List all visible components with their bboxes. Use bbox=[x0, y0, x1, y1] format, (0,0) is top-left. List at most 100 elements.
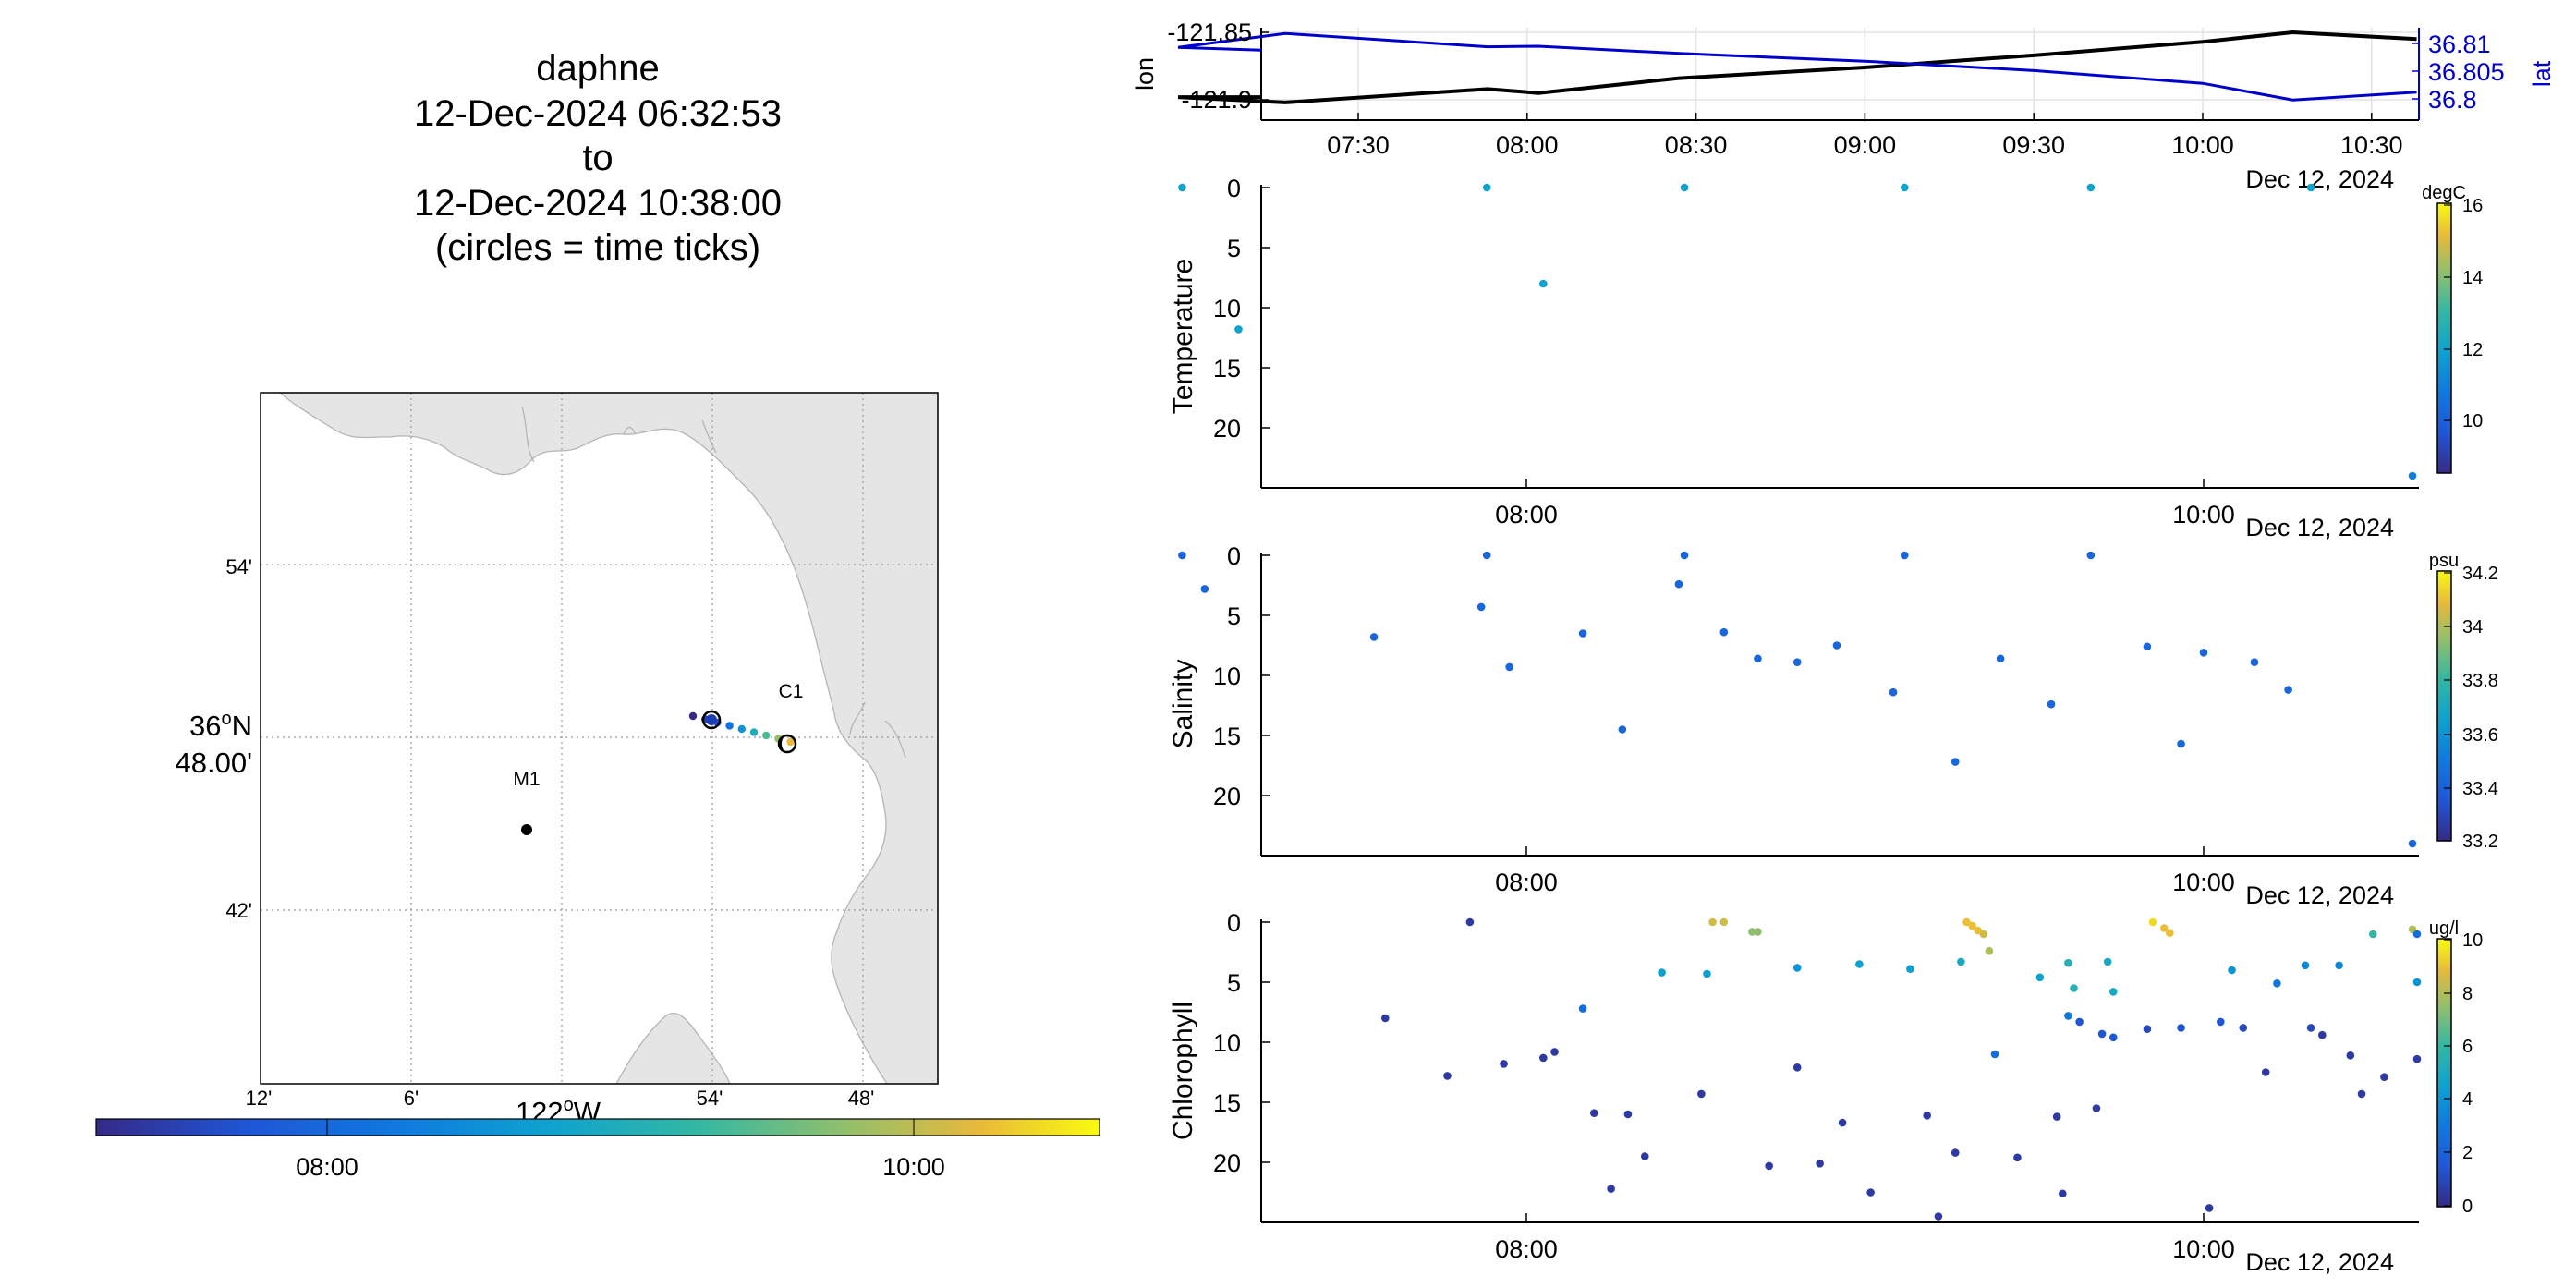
data-point bbox=[2143, 1025, 2152, 1033]
station-label: C1 bbox=[779, 681, 804, 702]
lon-tick-label: 48' bbox=[848, 1087, 875, 1110]
temperature-plot: 0 5 10 15 20 08:00 10:00 Temperature Dec 12, 202… bbox=[1168, 175, 2483, 541]
panel-ytick-label: 15 bbox=[1213, 723, 1241, 750]
colorbar-tick-label: 0 bbox=[2462, 1197, 2473, 1217]
panel-ytick-label: 20 bbox=[1213, 415, 1241, 443]
data-point bbox=[1765, 1161, 1773, 1171]
panel-ytick-label: 0 bbox=[1227, 542, 1241, 570]
data-point bbox=[1618, 725, 1627, 734]
data-point bbox=[1697, 1089, 1706, 1099]
data-point bbox=[1923, 1112, 1931, 1120]
data-point bbox=[1607, 1185, 1615, 1193]
data-point bbox=[1832, 641, 1841, 650]
data-point bbox=[1950, 758, 1960, 766]
data-point bbox=[1957, 957, 1965, 966]
colorbar-tick-label: 10 bbox=[2462, 930, 2483, 951]
panel-xtick-label: 08:00 bbox=[1495, 1235, 1558, 1263]
data-point bbox=[1792, 658, 1802, 666]
position-xtick-label: 10:00 bbox=[2171, 131, 2234, 159]
data-point bbox=[2261, 1068, 2270, 1076]
data-point bbox=[1539, 279, 1548, 288]
panel-xtick-label: 10:00 bbox=[2172, 869, 2235, 896]
data-point bbox=[1200, 585, 1209, 593]
data-point bbox=[2250, 658, 2259, 666]
lon-series-line bbox=[1177, 30, 2417, 104]
data-point bbox=[1640, 1152, 1649, 1160]
data-point bbox=[2412, 930, 2422, 939]
colorbar-tick-label: 33.8 bbox=[2462, 671, 2498, 691]
data-point bbox=[2177, 739, 2185, 748]
data-point bbox=[2380, 1073, 2388, 1081]
data-point bbox=[2092, 1104, 2101, 1112]
panel-ylabel: Chlorophyll bbox=[1168, 1002, 1198, 1140]
colorbar-tick-label: 12 bbox=[2462, 340, 2483, 360]
lon-tick-label: 6' bbox=[404, 1087, 419, 1110]
colorbar-tick-label: 2 bbox=[2462, 1143, 2473, 1163]
data-point bbox=[2306, 1024, 2315, 1032]
river-1 bbox=[521, 406, 535, 463]
data-point bbox=[1950, 1148, 1960, 1157]
data-point bbox=[2013, 1153, 2022, 1162]
data-point bbox=[1855, 960, 1864, 968]
colorbar-tick-label: 33.2 bbox=[2462, 832, 2498, 852]
data-point bbox=[1443, 1072, 1452, 1080]
data-point bbox=[2199, 649, 2208, 657]
data-point bbox=[2148, 917, 2157, 927]
panel-ytick-label: 15 bbox=[1213, 1089, 1241, 1117]
position-plot: 07:30 08:00 08:30 09:00 09:30 10:00 10:30 -121.… bbox=[1131, 18, 2556, 193]
data-point bbox=[1623, 1110, 1633, 1119]
panel-ytick-label: 0 bbox=[1227, 175, 1241, 202]
map-colorbar bbox=[95, 1118, 1100, 1136]
data-point bbox=[1816, 1160, 1824, 1168]
data-point bbox=[1703, 969, 1711, 978]
panel-ytick-label: 20 bbox=[1213, 1149, 1241, 1177]
salinity-plot: 0 5 10 15 20 08:00 10:00 Salinity Dec 12, 2024 ps… bbox=[1168, 542, 2498, 909]
lon-ytick-label: -121.85 bbox=[1167, 18, 1252, 46]
station-label: M1 bbox=[513, 769, 540, 790]
lat-tick-label: 36oN bbox=[189, 709, 252, 742]
data-point bbox=[1962, 917, 1971, 927]
data-point bbox=[2177, 1024, 2185, 1032]
data-point bbox=[1934, 1212, 1943, 1221]
data-point bbox=[1178, 183, 1186, 192]
position-date-label: Dec 12, 2024 bbox=[2245, 165, 2394, 193]
data-point bbox=[1482, 183, 1491, 192]
data-point bbox=[1900, 183, 1909, 192]
data-point bbox=[2108, 988, 2118, 996]
position-xtick-label: 10:30 bbox=[2340, 131, 2403, 159]
data-point bbox=[2346, 1051, 2355, 1060]
data-point bbox=[2217, 1017, 2225, 1027]
data-point bbox=[2301, 961, 2310, 970]
river-2 bbox=[623, 426, 637, 435]
position-xtick-label: 09:30 bbox=[2002, 131, 2065, 159]
panel-date-label: Dec 12, 2024 bbox=[2245, 881, 2394, 909]
land-mass bbox=[278, 392, 939, 1085]
data-point bbox=[2075, 1017, 2084, 1027]
panel-date-label: Dec 12, 2024 bbox=[2245, 1248, 2394, 1276]
colorbar-tick-label: 10:00 bbox=[882, 1153, 945, 1181]
data-point bbox=[1500, 1060, 1508, 1068]
colorbar-tick-label: 33.6 bbox=[2462, 725, 2498, 746]
panel-ytick-label: 5 bbox=[1227, 969, 1241, 997]
panel-ylabel: Temperature bbox=[1168, 259, 1198, 414]
data-point bbox=[1476, 602, 1486, 612]
data-point bbox=[2357, 1089, 2366, 1099]
data-point bbox=[1505, 662, 1513, 672]
lon-tick-label: 54' bbox=[697, 1087, 723, 1110]
panel-ytick-label: 20 bbox=[1213, 783, 1241, 810]
data-point bbox=[1719, 917, 1729, 927]
track-point bbox=[786, 737, 795, 747]
panel-colorbar bbox=[2436, 938, 2452, 1208]
track-point bbox=[725, 722, 734, 730]
colorbar-tick-label: 08:00 bbox=[296, 1153, 358, 1181]
data-point bbox=[1550, 1048, 1559, 1056]
colorbar-tick-label: 16 bbox=[2462, 196, 2483, 216]
data-point bbox=[1792, 1063, 1802, 1072]
data-point bbox=[2284, 686, 2292, 694]
data-point bbox=[2166, 929, 2174, 937]
data-point bbox=[1979, 930, 1988, 939]
data-point bbox=[1234, 325, 1243, 334]
data-point bbox=[2317, 1030, 2327, 1039]
colorbar-unit-label: degC bbox=[2422, 183, 2466, 203]
